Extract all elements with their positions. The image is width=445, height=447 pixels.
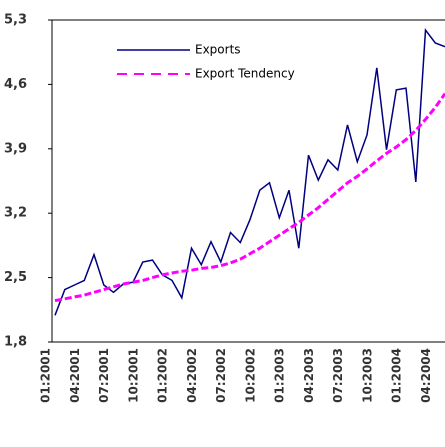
y-tick-label: 5,3 [4,13,27,28]
x-tick-label: 10:2001 [126,348,140,403]
x-tick-label: 07:2001 [97,348,111,403]
x-tick-label: 01:2004 [390,348,404,403]
x-tick-label: 01:2001 [39,348,53,403]
x-tick-label: 04:2003 [302,348,316,403]
x-tick-label: 01:2002 [156,348,170,403]
y-tick-label: 3,2 [4,206,27,221]
series-line [54,28,445,316]
y-tick-label: 3,9 [4,141,27,156]
x-tick-label: 04:2002 [185,348,199,403]
x-tick-label: 10:2003 [360,348,374,403]
x-tick-label: 10:2002 [243,348,257,403]
series-line [54,92,445,303]
legend-label: Export Tendency [195,67,295,81]
x-tick-label: 07:2003 [331,348,345,403]
legend-label: Exports [195,43,241,57]
y-tick-label: 2,5 [4,270,27,285]
x-tick-label: 01:2003 [273,348,287,403]
y-tick-label: 1,8 [4,335,27,350]
x-tick-label: 07:2002 [214,348,228,403]
x-tick-label: 04:2004 [419,348,433,403]
y-tick-label: 4,6 [4,77,27,92]
x-tick-label: 04:2001 [68,348,82,403]
